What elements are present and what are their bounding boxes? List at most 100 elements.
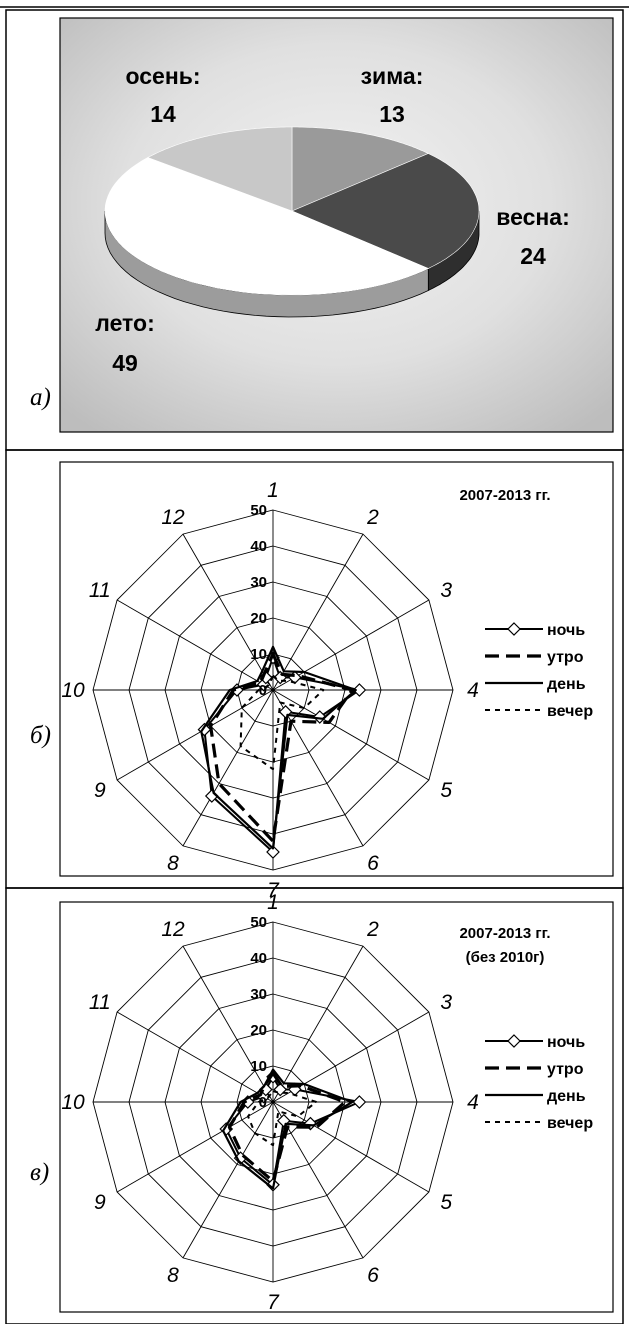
category-label-7: 7 (267, 879, 280, 902)
category-label-12: 12 (161, 918, 185, 941)
radar-spoke-5 (272, 1101, 430, 1193)
radar-tick-4: 40 (250, 950, 267, 967)
radar-spoke-2 (272, 945, 364, 1103)
legend-label-вечер: вечер (547, 703, 593, 720)
category-label-11: 11 (89, 579, 111, 602)
category-label-3: 3 (440, 991, 452, 1014)
series-line-день (200, 645, 357, 850)
radar-spoke-12 (182, 945, 274, 1103)
legend-label-утро: утро (547, 649, 584, 666)
radar-tick-2: 20 (250, 610, 267, 627)
radar-tick-3: 30 (250, 986, 267, 1003)
radar-tick-0: 0 (259, 682, 267, 699)
legend-label-ночь: ночь (547, 1034, 585, 1051)
radar-spoke-5 (272, 689, 430, 781)
radar-tick-1: 10 (250, 646, 267, 663)
category-label-9: 9 (94, 1191, 106, 1214)
panel-label-c: в) (30, 1159, 49, 1186)
radar-b-legend: ночь утро день вечер (485, 622, 593, 720)
series-line-день (222, 1068, 354, 1190)
radar-spoke-11 (116, 599, 274, 691)
pie-slice-1 (291, 153, 480, 269)
radar-spoke-8 (182, 689, 274, 847)
radar-tick-0: 0 (259, 1094, 267, 1111)
point-ночь-5 (312, 710, 327, 724)
category-label-8: 8 (167, 1264, 179, 1287)
pie-value-spring: 24 (520, 243, 546, 269)
legend-label-вечер: вечер (547, 1115, 593, 1132)
radar-tick-5: 50 (250, 914, 267, 931)
pie-slice-0 (291, 126, 430, 212)
point-ночь-7 (266, 845, 280, 859)
series-line-вечер (247, 1090, 318, 1147)
radar-spoke-8 (182, 1101, 274, 1259)
category-label-11: 11 (89, 991, 111, 1014)
legend-label-утро: утро (547, 1061, 584, 1078)
pie-slice-2 (104, 157, 430, 296)
category-label-8: 8 (167, 852, 179, 875)
pie-label-spring: весна: (496, 204, 569, 230)
radar-b-grid (92, 509, 454, 871)
legend-label-ночь: ночь (547, 622, 585, 639)
category-label-6: 6 (367, 1264, 379, 1287)
category-label-10: 10 (61, 679, 85, 702)
panel-label-b: б) (30, 722, 51, 749)
category-label-6: 6 (367, 852, 379, 875)
pie-value-summer: 49 (112, 350, 138, 376)
radar-b-series (197, 645, 367, 859)
category-label-7: 7 (267, 1291, 280, 1314)
category-label-10: 10 (61, 1091, 85, 1114)
series-line-утро (227, 1071, 347, 1183)
category-label-2: 2 (366, 506, 379, 529)
category-label-2: 2 (366, 918, 379, 941)
radar-spoke-11 (116, 1011, 274, 1103)
pie-label-winter: зима: (361, 63, 424, 89)
category-label-5: 5 (440, 1191, 452, 1214)
panel-label-a: а) (30, 384, 51, 411)
radar-tick-3: 30 (250, 574, 267, 591)
category-label-4: 4 (467, 1091, 479, 1114)
pie-chart: осень: 14 зима: 13 весна: 24 лето: 49 (59, 17, 614, 433)
radar-tick-4: 40 (250, 538, 267, 555)
legend-label-день: день (547, 676, 586, 693)
radar-spoke-2 (272, 533, 364, 691)
category-label-1: 1 (267, 479, 279, 502)
pie-label-summer: лето: (95, 310, 154, 336)
category-label-3: 3 (440, 579, 452, 602)
radar-b-frame (59, 461, 614, 877)
radar-spoke-9 (116, 1101, 274, 1193)
legend-marker-ночь (507, 622, 521, 636)
category-label-5: 5 (440, 779, 452, 802)
radar-spoke-12 (182, 533, 274, 691)
pie-value-winter: 13 (379, 101, 405, 127)
pie-slice-3 (147, 126, 293, 212)
legend-label-день: день (547, 1088, 586, 1105)
point-ночь-4 (352, 683, 367, 697)
radar-c-frame (59, 901, 614, 1313)
pie-slices (104, 126, 480, 318)
radar-b-title: 2007-2013 гг. (459, 487, 550, 504)
category-label-9: 9 (94, 779, 106, 802)
radar-spoke-9 (116, 689, 274, 781)
radar-chart-b: 2007-2013 гг. 01020304050123456789101112… (59, 461, 614, 902)
radar-c-series (219, 1068, 367, 1192)
pie-label-autumn: осень: (125, 63, 200, 89)
point-ночь-4 (352, 1095, 367, 1109)
panel-c-frame (5, 887, 624, 1324)
radar-tick-2: 20 (250, 1022, 267, 1039)
radar-chart-c: 2007-2013 гг. (без 2010г) 01020304050123… (59, 891, 614, 1314)
category-label-12: 12 (161, 506, 185, 529)
category-label-4: 4 (467, 679, 479, 702)
series-line-вечер (239, 674, 325, 771)
radar-c-title: 2007-2013 гг. (459, 925, 550, 942)
radar-c-subtitle: (без 2010г) (466, 949, 545, 966)
radar-tick-5: 50 (250, 502, 267, 519)
legend-marker-ночь (507, 1034, 521, 1048)
radar-c-legend: ночь утро день вечер (485, 1034, 593, 1132)
radar-tick-1: 10 (250, 1058, 267, 1075)
pie-value-autumn: 14 (150, 101, 176, 127)
category-label-1: 1 (267, 891, 279, 914)
